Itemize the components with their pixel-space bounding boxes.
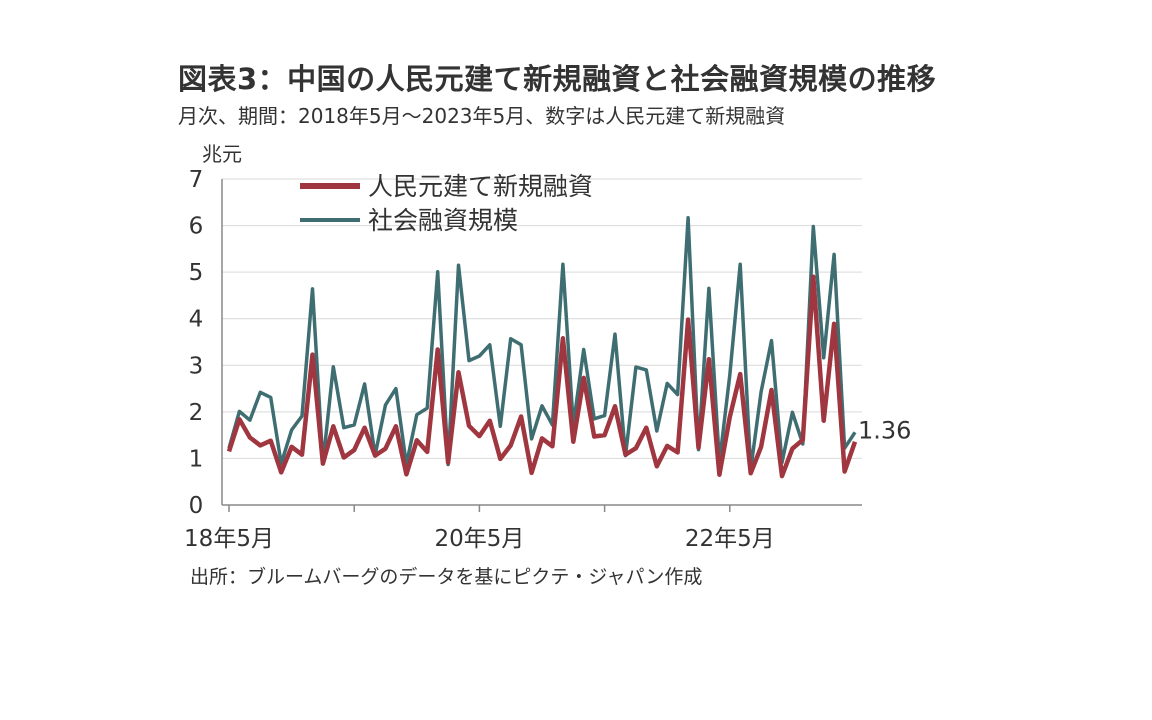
x-tick-label: 20年5月 (434, 526, 524, 552)
x-tick-label: 22年5月 (685, 526, 775, 552)
y-tick-label: 3 (189, 353, 204, 379)
legend-label: 人民元建て新規融資 (368, 172, 593, 201)
axes: 0 1 2 3 4 5 6 7兆元 18年5月 20年5月 22年5月 (184, 142, 862, 552)
series-line-loans (226, 274, 858, 479)
y-axis-label: 兆元 (202, 142, 242, 166)
y-tick-label: 0 (189, 493, 204, 519)
legend-label: 社会融資規模 (368, 206, 518, 235)
series-line-tsf (227, 215, 857, 472)
y-tick-label: 5 (189, 260, 204, 286)
y-tick-label: 1 (189, 446, 204, 472)
y-tick-label: 6 (189, 214, 204, 240)
grid-lines (222, 178, 862, 459)
x-tick-label: 18年5月 (184, 526, 274, 552)
chart-title: 図表3：中国の人民元建て新規融資と社会融資規模の推移 (178, 62, 937, 96)
y-tick-label: 4 (189, 307, 204, 333)
last-value-label: 1.36 (858, 417, 911, 445)
y-tick-label: 2 (189, 400, 204, 426)
y-tick-label: 7 (189, 167, 204, 193)
source-note: 出所：ブルームバーグのデータを基にピクテ・ジャパン作成 (190, 566, 703, 588)
series-layer: 1.36 (226, 215, 911, 479)
chart-subtitle: 月次、期間：2018年5月～2023年5月、数字は人民元建て新規融資 (178, 104, 786, 128)
